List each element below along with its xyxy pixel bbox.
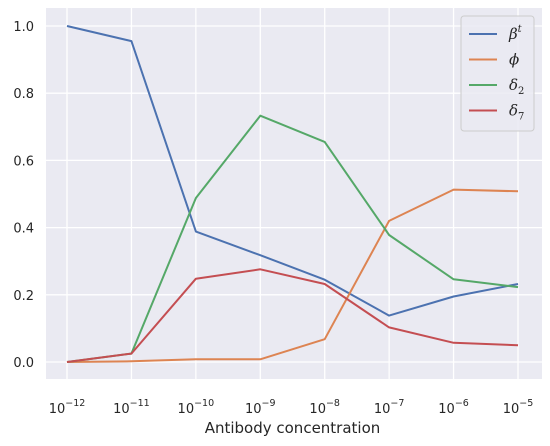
x-tick-label: 10−5 <box>503 398 534 417</box>
y-tick-label: 0.0 <box>13 356 34 371</box>
x-tick-label: 10−10 <box>178 398 215 417</box>
x-tick-label: 10−11 <box>113 398 150 417</box>
series-line-3 <box>66 268 519 363</box>
plot-background <box>46 8 542 379</box>
series-lines <box>66 25 519 363</box>
series-line-0 <box>66 25 519 317</box>
legend-label: δ2 <box>509 76 524 97</box>
legend-label: βt <box>508 24 523 43</box>
y-tick-label: 0.2 <box>13 289 34 304</box>
y-tick-labels: 0.0 0.2 0.4 0.6 0.8 1.0 <box>13 20 34 371</box>
x-tick-label: 10−12 <box>49 398 86 417</box>
legend: βt ϕ δ2 δ7 <box>460 15 535 132</box>
legend-box <box>460 15 535 132</box>
series-line-1 <box>66 188 519 363</box>
y-tick-label: 1.0 <box>13 20 34 35</box>
x-tick-label: 10−6 <box>438 398 469 417</box>
x-tick-label: 10−7 <box>374 398 405 417</box>
legend-label: δ7 <box>509 102 524 123</box>
y-tick-label: 0.4 <box>13 222 34 237</box>
x-axis-title: Antibody concentration <box>205 419 381 437</box>
series-line-2 <box>66 114 519 363</box>
y-tick-label: 0.6 <box>13 154 34 169</box>
legend-label: ϕ <box>509 51 519 69</box>
y-tick-label: 0.8 <box>13 87 34 102</box>
x-tick-label: 10−9 <box>245 398 276 417</box>
x-tick-label: 10−8 <box>309 398 340 417</box>
x-tick-labels: 10−12 10−11 10−10 10−9 10−8 10−7 10−6 10−5 <box>49 398 534 417</box>
